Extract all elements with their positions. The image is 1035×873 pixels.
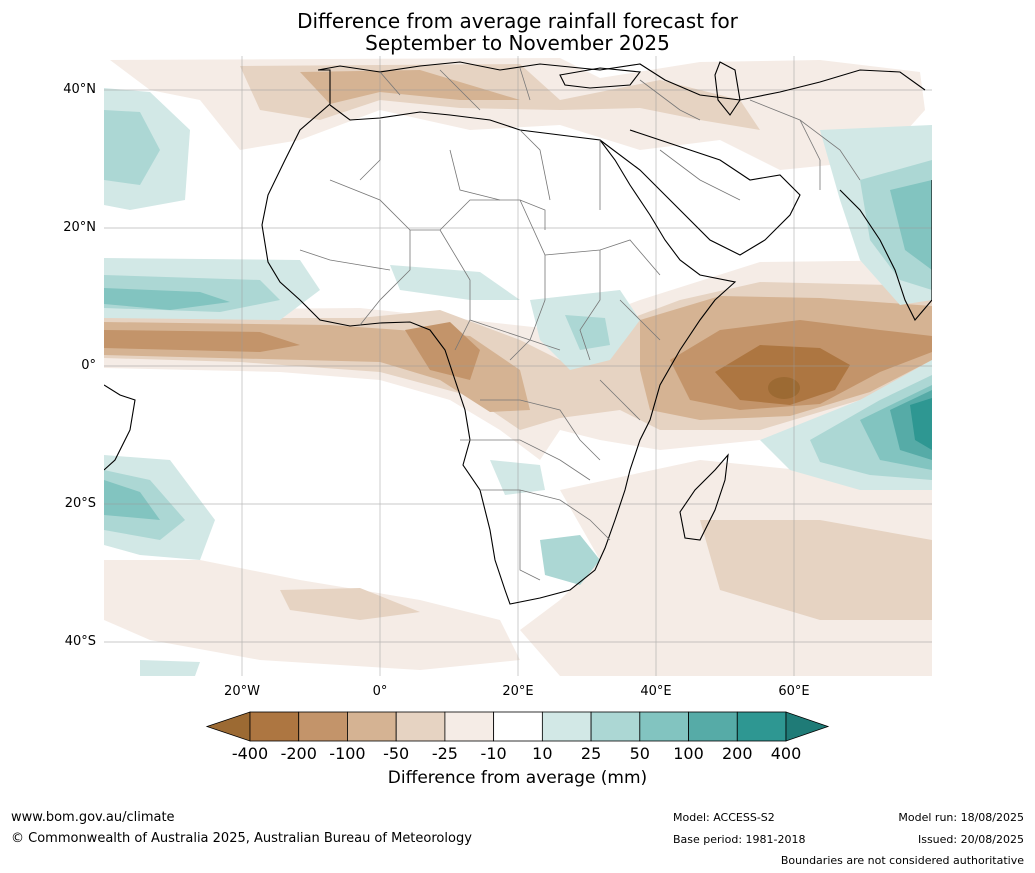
colorbar-tick-label: 200 <box>721 744 753 763</box>
arabian-peninsula-coastline <box>599 129 801 256</box>
footer-base-period: Base period: 1981-2018 <box>673 833 806 846</box>
caspian-sea-coastline <box>714 61 741 116</box>
lat-label-20n: 20°N <box>63 220 96 235</box>
colorbar-tick-label: -50 <box>383 744 410 763</box>
footer-model-run: Model run: 18/08/2025 <box>898 811 1024 824</box>
dry-region-indian-ocean-core <box>715 345 850 405</box>
footer-copyright: © Commonwealth of Australia 2025, Austra… <box>11 831 472 846</box>
colorbar-tick-label: 25 <box>580 744 602 763</box>
map-title: Difference from average rainfall forecas… <box>0 10 1035 54</box>
colorbar-tick-label: 400 <box>770 744 802 763</box>
lon-label-0: 0° <box>372 684 388 699</box>
lat-label-40s: 40°S <box>64 634 96 649</box>
wet-region-southern-africa <box>540 535 600 585</box>
dry-region-indian-ocean-peak <box>768 377 800 399</box>
gridlines <box>104 56 932 676</box>
wet-region-southwest-africa <box>490 460 545 495</box>
dry-region-south-indian-inner <box>700 520 932 620</box>
dry-region-south-atlantic <box>104 560 520 670</box>
colorbar-tick-label: -200 <box>280 744 317 763</box>
wet-region-indian-ocean-core <box>910 398 932 450</box>
wet-anomaly-regions <box>104 88 932 676</box>
lon-label-60e: 60°E <box>778 684 810 699</box>
india-coastline <box>839 180 932 321</box>
colorbar-tick-label: 50 <box>629 744 650 763</box>
wet-region-arabian-sea-core <box>890 180 932 270</box>
footer-issued: Issued: 20/08/2025 <box>917 833 1024 846</box>
lat-label-0: 0° <box>81 358 96 373</box>
wet-region-tropical-atlantic-core <box>104 288 230 310</box>
dry-anomaly-regions <box>104 58 932 676</box>
colorbar-label: Difference from average (mm) <box>387 768 648 788</box>
wet-region-east-africa-core <box>565 315 610 350</box>
lat-label-20s: 20°S <box>64 496 96 511</box>
lon-label-40e: 40°E <box>640 684 672 699</box>
europe-coastline <box>317 61 926 101</box>
lon-label-20e: 20°E <box>502 684 534 699</box>
wet-region-west-africa <box>390 265 520 300</box>
footer-model: Model: ACCESS-S2 <box>673 811 775 824</box>
africa-coastline <box>261 69 737 605</box>
lat-label-40n: 40°N <box>63 82 96 97</box>
map-area <box>104 56 932 676</box>
colorbar-tick-label: -10 <box>480 744 507 763</box>
colorbar-tick-label: 100 <box>673 744 704 763</box>
black-sea-coastline <box>559 67 642 89</box>
wet-region-south-atlantic-core <box>104 480 160 520</box>
colorbar-tick-label: 10 <box>532 744 553 763</box>
colorbar-tick-label: -25 <box>431 744 458 763</box>
lon-label-20w: 20°W <box>224 684 260 699</box>
wet-region-south-atlantic-patch <box>140 660 200 676</box>
footer-url: www.bom.gov.au/climate <box>11 810 175 825</box>
dry-region-congo <box>405 322 480 380</box>
title-line-1: Difference from average rainfall forecas… <box>297 9 738 33</box>
madagascar-coastline <box>679 453 729 541</box>
coastlines <box>104 61 932 605</box>
colorbar-tick-label: -100 <box>329 744 366 763</box>
wet-region-north-atlantic <box>104 110 160 185</box>
colorbar-tick-label: -400 <box>231 744 269 763</box>
country-borders <box>299 67 861 581</box>
title-line-2: September to November 2025 <box>365 31 670 55</box>
footer-disclaimer: Boundaries are not considered authoritat… <box>780 854 1024 867</box>
dry-region-south-atlantic-inner <box>280 588 420 620</box>
south-america-coastline <box>104 384 136 471</box>
dry-region-atlantic-coast-strong <box>104 330 300 352</box>
